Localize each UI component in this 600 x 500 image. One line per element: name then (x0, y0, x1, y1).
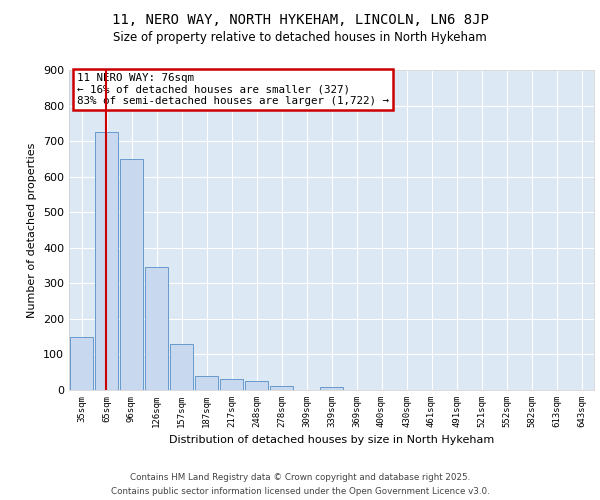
Bar (269, 386, 293, 390)
Bar (145, 268, 169, 390)
Text: Size of property relative to detached houses in North Hykeham: Size of property relative to detached ho… (113, 31, 487, 44)
Bar (245, 381, 268, 390)
Text: Contains HM Land Registry data © Crown copyright and database right 2025.: Contains HM Land Registry data © Crown c… (130, 474, 470, 482)
Text: Contains public sector information licensed under the Open Government Licence v3: Contains public sector information licen… (110, 487, 490, 496)
Bar (220, 380, 244, 390)
Bar (194, 376, 218, 390)
Bar (119, 159, 143, 390)
Bar (320, 387, 343, 390)
Text: 11, NERO WAY, NORTH HYKEHAM, LINCOLN, LN6 8JP: 11, NERO WAY, NORTH HYKEHAM, LINCOLN, LN… (112, 12, 488, 26)
Text: 11 NERO WAY: 76sqm
← 16% of detached houses are smaller (327)
83% of semi-detach: 11 NERO WAY: 76sqm ← 16% of detached hou… (77, 73, 389, 106)
Bar (170, 344, 193, 390)
Bar (70, 336, 94, 390)
X-axis label: Distribution of detached houses by size in North Hykeham: Distribution of detached houses by size … (169, 436, 494, 446)
Y-axis label: Number of detached properties: Number of detached properties (28, 142, 37, 318)
Bar (95, 132, 118, 390)
